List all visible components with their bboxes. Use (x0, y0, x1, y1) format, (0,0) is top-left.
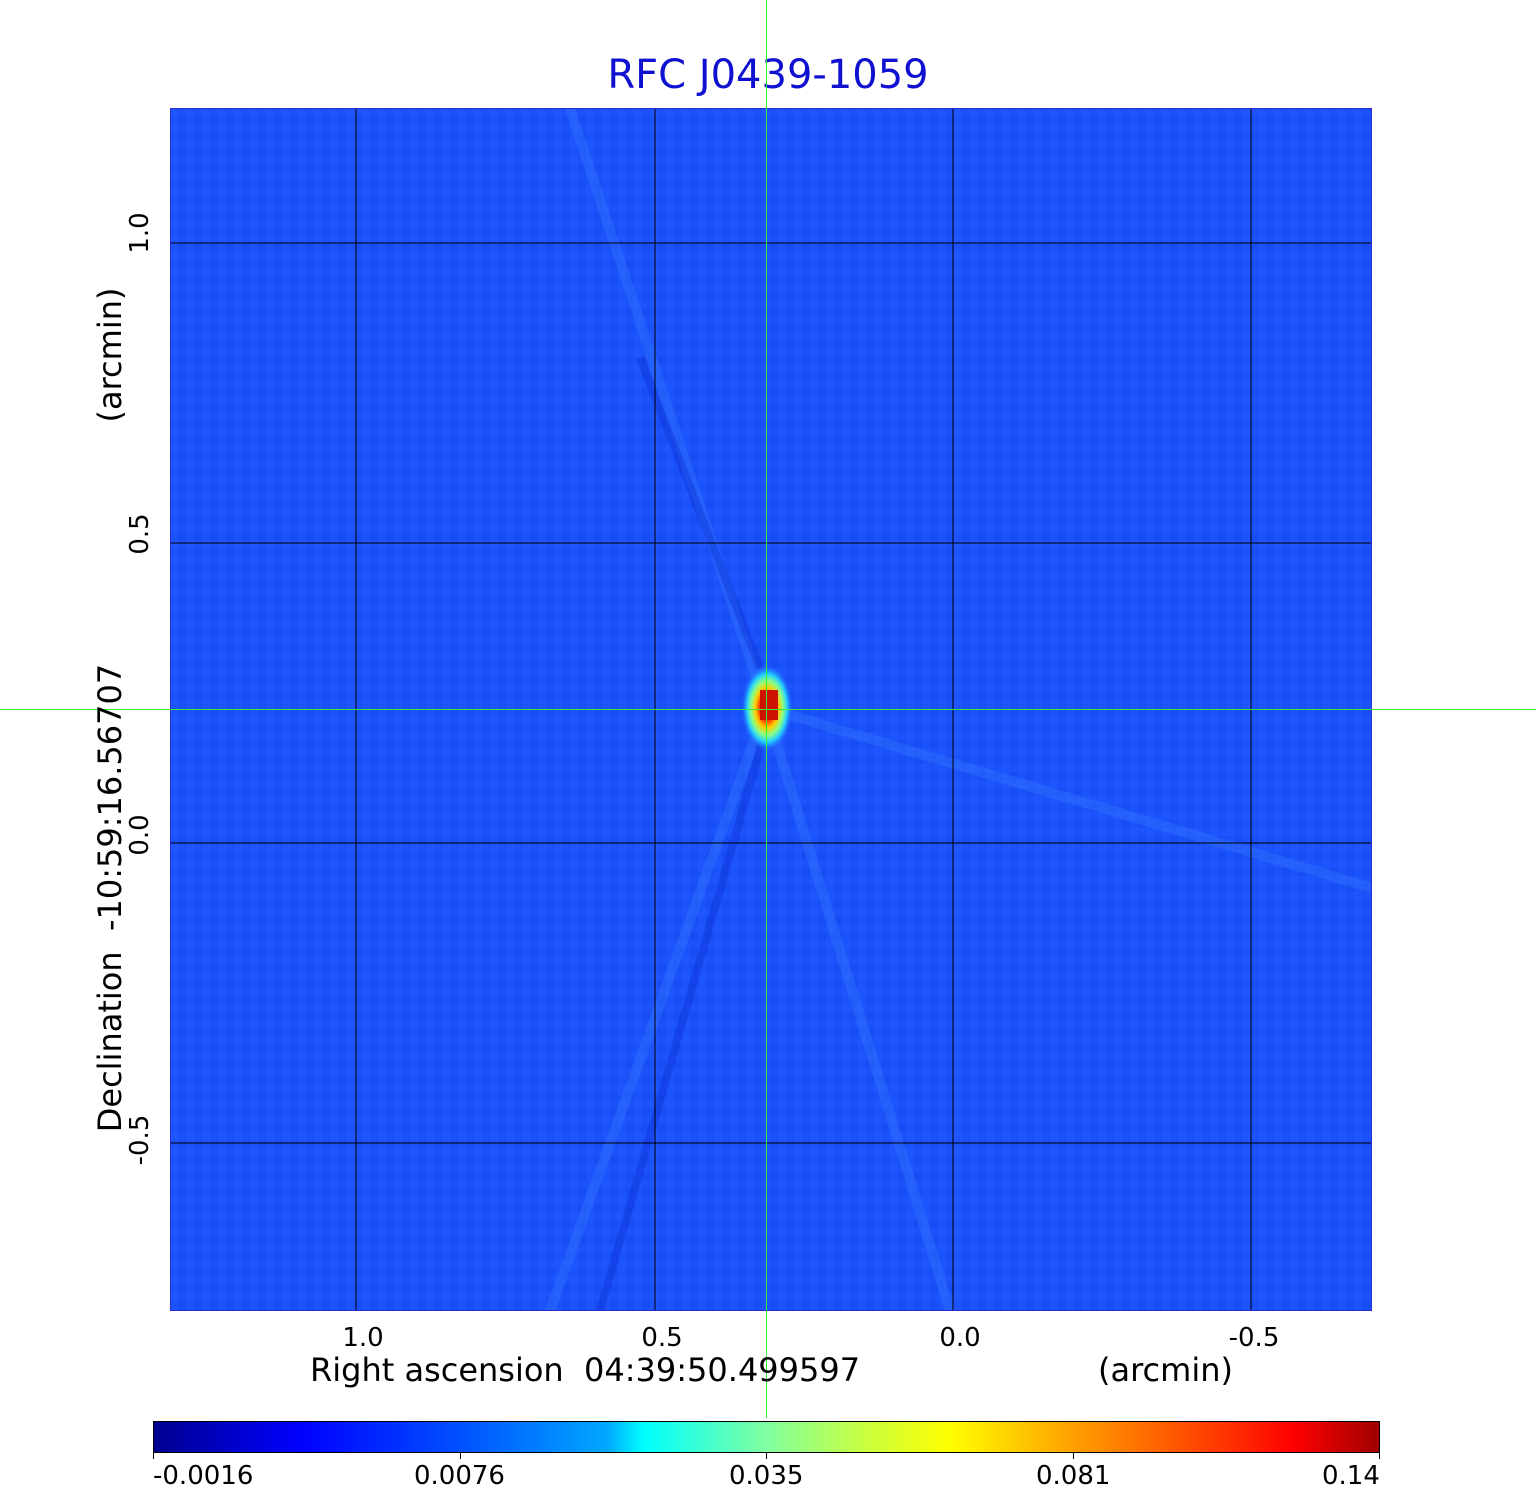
figure-title: RFC J0439-1059 (607, 52, 929, 98)
colorbar-tick-mark (1379, 1453, 1380, 1459)
x-tick-label: 0.5 (641, 1323, 683, 1353)
colorbar-tick-mark (766, 1453, 767, 1459)
y-tick-label: 0.5 (125, 513, 155, 555)
x-axis-unit: (arcmin) (1098, 1351, 1233, 1389)
colorbar-tick-label: 0.081 (1036, 1461, 1111, 1491)
y-axis-unit: (arcmin) (91, 287, 129, 423)
colorbar-tick-mark (153, 1453, 154, 1459)
colorbar-tick-mark (1073, 1453, 1074, 1459)
y-axis-label: Declination -10:59:16.56707 (91, 663, 129, 1133)
colorbar-tick-label: 0.0076 (414, 1461, 505, 1491)
colorbar-tick-label: 0.035 (729, 1461, 804, 1491)
colorbar-tick-mark (460, 1453, 461, 1459)
source-peak (760, 690, 778, 720)
colorbar-tick-label: 0.14 (1322, 1461, 1380, 1491)
x-tick-label: -0.5 (1228, 1323, 1280, 1353)
colorbar-tick-label: -0.0016 (153, 1461, 254, 1491)
colorbar (153, 1421, 1380, 1453)
x-tick-label: 0.0 (939, 1323, 981, 1353)
dark-streaks (596, 356, 770, 1311)
crosshair-vertical (766, 0, 767, 1418)
sidelobe-streaks (545, 108, 1372, 1311)
y-tick-label: 1.0 (125, 212, 155, 254)
x-axis-label: Right ascension 04:39:50.499597 (310, 1351, 861, 1389)
crosshair-horizontal (0, 709, 1536, 710)
x-tick-label: 1.0 (342, 1323, 384, 1353)
